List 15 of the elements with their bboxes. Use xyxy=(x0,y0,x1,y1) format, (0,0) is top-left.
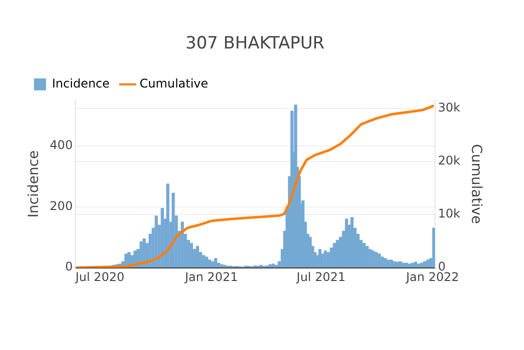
y-tick-label: 0 xyxy=(65,260,73,274)
x-tick-label: Jan 2021 xyxy=(184,270,238,284)
x-tick-label: Jan 2022 xyxy=(405,270,459,284)
y2-tick-label: 10k xyxy=(438,206,460,221)
x-tick-label: Jul 2021 xyxy=(296,270,346,284)
y2-tick-label: 30k xyxy=(438,100,460,114)
legend-label: Cumulative xyxy=(140,76,208,91)
y-axis-title: Incidence xyxy=(26,150,42,218)
chart-title: 307 BHAKTAPUR xyxy=(186,34,325,54)
y-tick-label: 400 xyxy=(50,138,73,152)
legend-label: Incidence xyxy=(52,76,110,91)
x-tick-label: Jul 2020 xyxy=(74,270,124,284)
y-tick-label: 200 xyxy=(50,198,73,213)
y2-tick-label: 20k xyxy=(438,154,460,168)
y2-axis-title: Cumulative xyxy=(468,144,484,224)
